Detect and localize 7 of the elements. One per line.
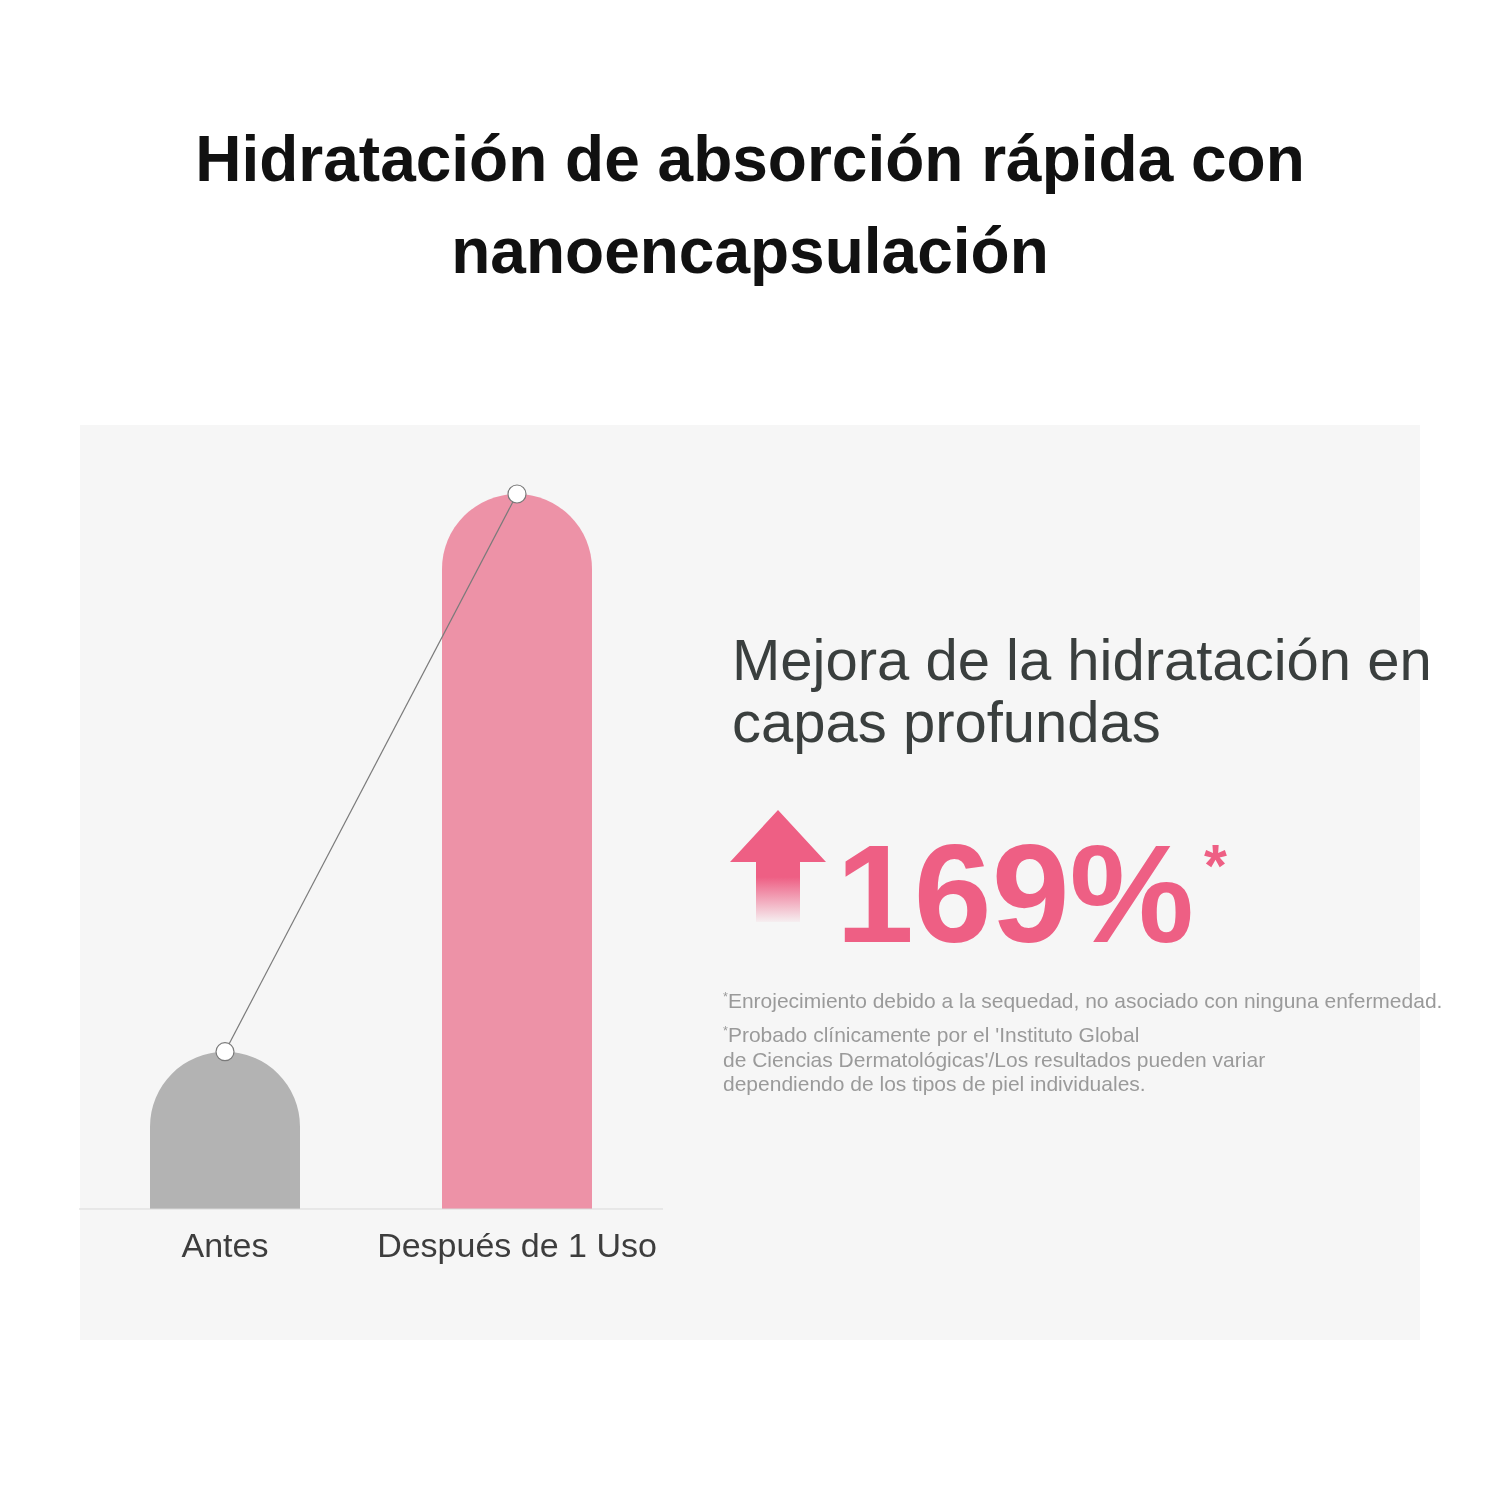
- text: $^{*}$Enrojecimiento debido a la sequedad, no asociado con ninguna enfermedad.: [723, 987, 1444, 1014]
- chart-title: Hidratación de absorción rápida con nanoencapsulación: [194, 122, 1306, 289]
- text: 169%$^{*}$: [836, 813, 1227, 972]
- x-tick-label: Antes: [181, 1226, 269, 1265]
- text: $^{*}$Probado clínicamente por el 'Instituto Global de Ciencias Dermatológicas'/Los resultados pueden variar dependiendo de los tipos de piel individuales.: [723, 1022, 1267, 1097]
- text: Mejora de la hidratación en capas profundas: [732, 627, 1433, 754]
- x-tick-label: Después de 1 Uso: [377, 1226, 657, 1265]
